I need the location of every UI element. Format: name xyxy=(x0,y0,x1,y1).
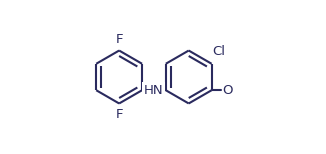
Text: HN: HN xyxy=(144,84,164,97)
Text: F: F xyxy=(115,33,123,46)
Text: O: O xyxy=(222,84,232,97)
Text: Cl: Cl xyxy=(212,45,225,58)
Text: F: F xyxy=(115,108,123,121)
